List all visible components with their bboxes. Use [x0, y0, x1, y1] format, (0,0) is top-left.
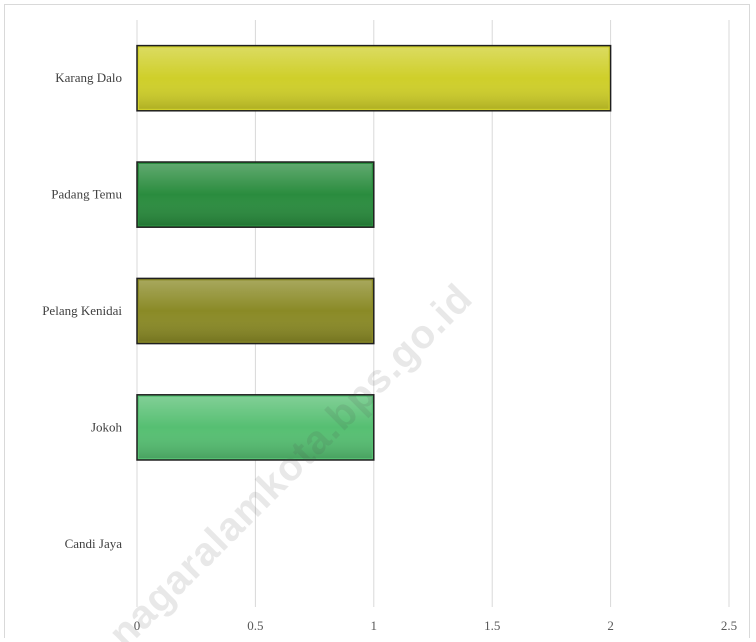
- x-tick-label: 1: [371, 618, 378, 633]
- category-labels: Karang Dalo Padang Temu Pelang Kenidai Joko…: [42, 70, 122, 551]
- x-tick-label: 0: [134, 618, 141, 633]
- bar-bevel: [139, 396, 372, 458]
- x-tick-label: 2.5: [721, 618, 737, 633]
- x-axis-tick-labels: 0 0.5 1 1.5 2 2.5: [134, 618, 737, 633]
- x-tick-label: 0.5: [247, 618, 263, 633]
- category-label: Padang Temu: [51, 187, 122, 202]
- x-tick-label: 2: [607, 618, 614, 633]
- x-tick-label: 1.5: [484, 618, 500, 633]
- category-label: Jokoh: [91, 419, 123, 434]
- bar-bevel: [139, 164, 372, 226]
- bars: [136, 44, 612, 461]
- bar-bevel: [139, 47, 609, 109]
- category-label: Candi Jaya: [65, 536, 123, 551]
- bar-bevel: [139, 280, 372, 342]
- category-label: Karang Dalo: [55, 70, 122, 85]
- category-label: Pelang Kenidai: [42, 303, 122, 318]
